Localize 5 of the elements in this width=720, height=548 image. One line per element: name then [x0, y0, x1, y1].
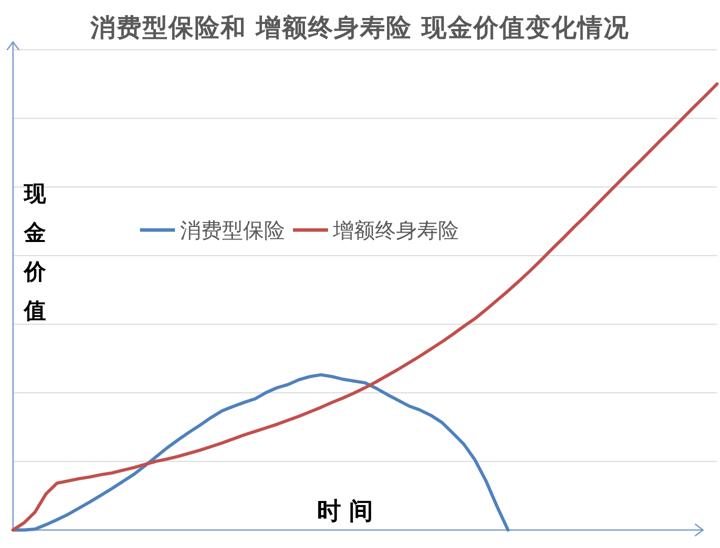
legend-label: 消费型保险 [180, 218, 285, 242]
chart-title: 消费型保险和 增额终身寿险 现金价值变化情况 [89, 13, 630, 42]
x-axis-title: 时 间 [316, 497, 374, 525]
y-axis-title: 现金价值 [23, 182, 47, 324]
legend-label: 增额终身寿险 [332, 218, 459, 242]
